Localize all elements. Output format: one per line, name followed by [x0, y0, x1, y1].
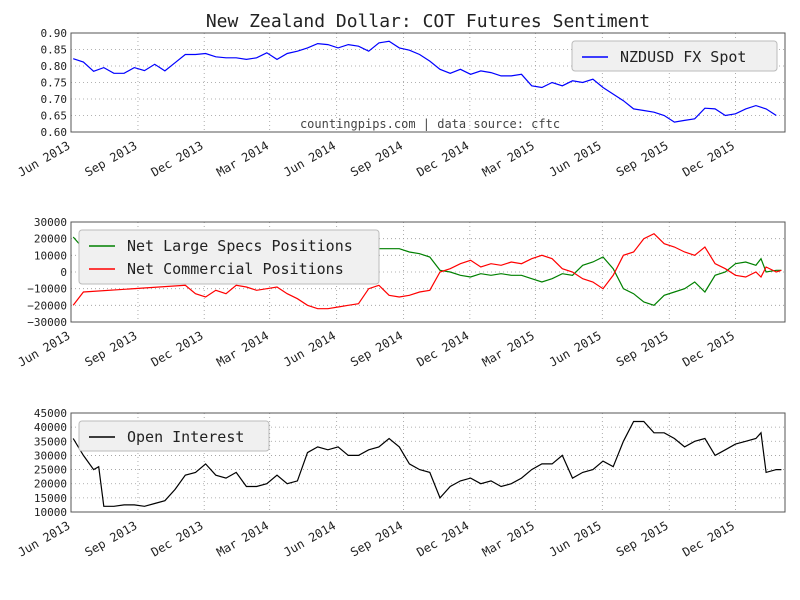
- legend: Open Interest: [78, 420, 270, 452]
- x-tick-label: Jun 2013: [15, 518, 72, 559]
- positions-panel: −30000 −20000 −10000 0 10000 20000 30000 Jun 20…: [15, 216, 786, 369]
- y-tick-label: 0.65: [41, 110, 68, 123]
- y-tick-label: 45000: [34, 407, 67, 420]
- x-tick-label: Dec 2013: [149, 328, 206, 369]
- legend-box: [571, 40, 778, 72]
- x-tick-label: Sep 2015: [614, 328, 671, 369]
- x-tick-label: Jun 2015: [547, 328, 604, 369]
- y-tick-label: 30000: [34, 449, 67, 462]
- x-tick-label: Dec 2014: [414, 518, 471, 559]
- legend-entry: Net Commercial Positions: [127, 260, 344, 278]
- x-tick-label: Jun 2015: [547, 518, 604, 559]
- y-tick-label: 20000: [34, 478, 67, 491]
- x-tick-label: Mar 2015: [480, 518, 537, 559]
- x-tick-label: Sep 2014: [348, 138, 405, 179]
- x-tick-label: Jun 2014: [281, 518, 338, 559]
- legend-box: [78, 420, 270, 452]
- x-tick-label: Jun 2014: [281, 328, 338, 369]
- y-tick-label: 0.75: [41, 77, 68, 90]
- y-tick-label: 15000: [34, 492, 67, 505]
- x-tick-label: Sep 2013: [82, 138, 139, 179]
- y-tick-label: −20000: [27, 299, 67, 312]
- x-tick-label: Sep 2013: [82, 518, 139, 559]
- chart-title: New Zealand Dollar: COT Futures Sentimen…: [206, 11, 650, 32]
- y-tick-label: 0.80: [41, 60, 68, 73]
- y-tick-label: 0.70: [41, 93, 68, 106]
- x-tick-label: Dec 2013: [149, 138, 206, 179]
- x-tick-label: Mar 2014: [214, 518, 271, 559]
- x-tick-label: Sep 2013: [82, 328, 139, 369]
- legend: Net Large Specs Positions Net Commercial …: [78, 229, 380, 285]
- x-tick-label: Dec 2015: [680, 518, 737, 559]
- series-line-net-commercial-positions: [72, 232, 782, 310]
- x-tick-label: Jun 2014: [281, 138, 338, 179]
- legend: NZDUSD FX Spot: [571, 40, 778, 72]
- y-tick-label: 0: [60, 266, 67, 279]
- x-tick-label: Jun 2013: [15, 138, 72, 179]
- x-tick-label: Mar 2015: [480, 328, 537, 369]
- x-tick-label: Dec 2015: [680, 138, 737, 179]
- x-tick-label: Dec 2014: [414, 138, 471, 179]
- y-tick-label: 10000: [34, 249, 67, 262]
- series-line-open-interest: [72, 420, 782, 507]
- axes-frame: [70, 32, 786, 133]
- x-tick-label: Mar 2014: [214, 328, 271, 369]
- x-tick-label: Jun 2013: [15, 328, 72, 369]
- series-line-net-large-specs-positions: [72, 236, 782, 306]
- y-tick-label: 0.90: [41, 27, 68, 40]
- series-line-nzdusd-fx-spot: [73, 40, 777, 123]
- axes-frame: [70, 412, 786, 513]
- legend-entry: Open Interest: [127, 428, 244, 446]
- y-tick-label: 0.60: [41, 126, 68, 139]
- watermark-text: countingpips.com | data source: cftc: [300, 117, 560, 131]
- y-tick-label: 20000: [34, 233, 67, 246]
- legend-entry: NZDUSD FX Spot: [620, 48, 746, 66]
- y-tick-label: 0.85: [41, 44, 68, 57]
- y-tick-label: −10000: [27, 283, 67, 296]
- legend-box: [78, 229, 380, 285]
- x-tick-label: Dec 2015: [680, 328, 737, 369]
- x-tick-label: Sep 2014: [348, 518, 405, 559]
- y-tick-label: 25000: [34, 464, 67, 477]
- x-tick-label: Sep 2015: [614, 138, 671, 179]
- x-tick-label: Jun 2015: [547, 138, 604, 179]
- y-tick-label: 40000: [34, 421, 67, 434]
- legend-entry: Net Large Specs Positions: [127, 237, 353, 255]
- y-tick-label: 10000: [34, 506, 67, 519]
- y-tick-label: 35000: [34, 435, 67, 448]
- x-tick-label: Sep 2014: [348, 328, 405, 369]
- x-tick-label: Mar 2014: [214, 138, 271, 179]
- y-tick-label: 30000: [34, 216, 67, 229]
- x-tick-label: Dec 2013: [149, 518, 206, 559]
- x-tick-label: Sep 2015: [614, 518, 671, 559]
- x-tick-label: Dec 2014: [414, 328, 471, 369]
- axes-frame: [70, 221, 786, 323]
- x-tick-label: Mar 2015: [480, 138, 537, 179]
- y-tick-label: −30000: [27, 316, 67, 329]
